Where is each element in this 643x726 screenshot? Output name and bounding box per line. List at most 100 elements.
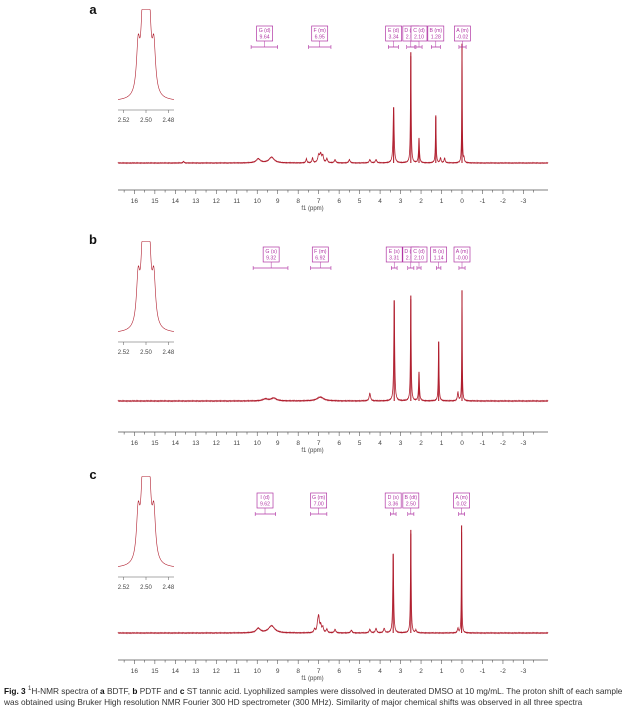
tick-label-c-6: 6 xyxy=(337,668,341,675)
annotation-value-b-0: 9.32 xyxy=(266,256,276,262)
x-axis-title-c: f1 (ppm) xyxy=(301,676,323,682)
tick-label-a-5: 5 xyxy=(358,198,362,205)
inset-spectrum-c xyxy=(117,476,175,567)
tick-label-c-2: 2 xyxy=(419,668,423,675)
inset-tick-label-b-1: 2.50 xyxy=(140,350,152,356)
panel-label-b: b xyxy=(89,232,97,247)
annotation-label-c-4: A (m) xyxy=(455,495,468,501)
tick-label-a-2: 2 xyxy=(419,198,423,205)
tick-label-b-9: 9 xyxy=(276,440,280,447)
tick-label-a-3: 3 xyxy=(399,198,403,205)
tick-label-a-0: 0 xyxy=(460,198,464,205)
inset-spectrum-b xyxy=(117,241,175,332)
tick-label-c-16: 16 xyxy=(131,668,139,675)
tick-label-b-13: 13 xyxy=(192,440,200,447)
inset-tick-label-a-0: 2.52 xyxy=(118,118,130,124)
tick-label-b--3: -3 xyxy=(521,440,527,447)
annotation-value-b-4: 2.10 xyxy=(414,256,424,262)
tick-label-a-8: 8 xyxy=(296,198,300,205)
tick-label-a-10: 10 xyxy=(254,198,262,205)
annotation-label-a-1: F (m) xyxy=(313,28,326,34)
caption-b: b xyxy=(132,686,138,696)
tick-label-b-10: 10 xyxy=(254,440,262,447)
tick-label-b-15: 15 xyxy=(151,440,159,447)
tick-label-a-13: 13 xyxy=(192,198,200,205)
annotation-value-b-5: 1.14 xyxy=(434,256,444,262)
annotation-label-c-3: B (dt) xyxy=(404,495,417,501)
tick-label-c-1: 1 xyxy=(440,668,444,675)
annotation-label-c-0: I (d) xyxy=(260,495,269,501)
caption-text-1: H-NMR spectra of xyxy=(31,686,101,696)
tick-label-c--2: -2 xyxy=(500,668,506,675)
annotation-label-b-1: F (m) xyxy=(314,249,327,255)
tick-label-a-15: 15 xyxy=(151,198,159,205)
annotation-value-a-6: -0.02 xyxy=(456,35,468,41)
annotation-value-c-0: 9.62 xyxy=(260,502,270,508)
tick-label-b--2: -2 xyxy=(500,440,506,447)
inset-tick-label-c-1: 2.50 xyxy=(140,585,152,591)
tick-label-c-3: 3 xyxy=(399,668,403,675)
annotation-value-b-6: -0.00 xyxy=(456,256,468,262)
figure-caption: Fig. 3 1H-NMR spectra of a BDTF, b PDTF … xyxy=(4,686,636,708)
tick-label-b-8: 8 xyxy=(296,440,300,447)
annotation-value-c-2: 3.36 xyxy=(388,502,398,508)
tick-label-c-10: 10 xyxy=(254,668,262,675)
annotation-value-a-4: 2.10 xyxy=(414,35,424,41)
tick-label-a-14: 14 xyxy=(172,198,180,205)
annotation-value-b-1: 6.92 xyxy=(315,256,325,262)
tick-label-c-14: 14 xyxy=(172,668,180,675)
inset-tick-label-c-0: 2.52 xyxy=(118,585,130,591)
annotation-label-b-6: A (m) xyxy=(456,249,469,255)
tick-label-b-2: 2 xyxy=(419,440,423,447)
panel-label-c: c xyxy=(89,467,96,482)
tick-label-c-4: 4 xyxy=(378,668,382,675)
caption-label: Fig. 3 xyxy=(4,686,26,696)
tick-label-c-13: 13 xyxy=(192,668,200,675)
tick-label-b-12: 12 xyxy=(213,440,221,447)
tick-label-b-3: 3 xyxy=(399,440,403,447)
x-axis-title-b: f1 (ppm) xyxy=(301,448,323,454)
inset-spectrum-a xyxy=(117,9,175,100)
tick-label-c-11: 11 xyxy=(233,668,240,675)
tick-label-a-12: 12 xyxy=(213,198,221,205)
inset-tick-label-a-1: 2.50 xyxy=(140,118,152,124)
caption-a: a xyxy=(100,686,105,696)
tick-label-c-12: 12 xyxy=(213,668,221,675)
annotation-label-a-4: C (d) xyxy=(413,28,425,34)
tick-label-a-1: 1 xyxy=(440,198,444,205)
annotation-value-a-0: 9.64 xyxy=(260,35,270,41)
annotation-value-c-1: 7.00 xyxy=(314,502,324,508)
annotation-value-c-3: 2.50 xyxy=(406,502,416,508)
inset-tick-label-c-2: 2.48 xyxy=(163,585,175,591)
panel-label-a: a xyxy=(89,2,97,17)
tick-label-b-4: 4 xyxy=(378,440,382,447)
tick-label-b-14: 14 xyxy=(172,440,180,447)
tick-label-b-6: 6 xyxy=(337,440,341,447)
annotation-value-b-2: 3.31 xyxy=(389,256,399,262)
inset-tick-label-a-2: 2.48 xyxy=(163,118,175,124)
annotation-label-b-2: E (s) xyxy=(389,249,400,255)
tick-label-c-8: 8 xyxy=(296,668,300,675)
annotation-value-a-1: 6.95 xyxy=(315,35,325,41)
spectrum-line-a xyxy=(117,43,549,165)
x-axis-title-a: f1 (ppm) xyxy=(301,206,323,212)
inset-tick-label-b-0: 2.52 xyxy=(118,350,130,356)
tick-label-b-16: 16 xyxy=(131,440,139,447)
tick-label-a-6: 6 xyxy=(337,198,341,205)
tick-label-a--2: -2 xyxy=(500,198,506,205)
caption-c: c xyxy=(179,686,185,696)
tick-label-b-5: 5 xyxy=(358,440,362,447)
caption-text-2: BDTF, xyxy=(104,686,133,696)
spectrum-line-b xyxy=(117,290,549,403)
tick-label-c-15: 15 xyxy=(151,668,159,675)
caption-text-4: ST tannic acid. Lyophilized samples were… xyxy=(4,686,623,707)
annotation-value-a-2: 3.34 xyxy=(389,35,399,41)
tick-label-c-5: 5 xyxy=(358,668,362,675)
caption-text-3: PDTF and xyxy=(137,686,180,696)
tick-label-b-11: 11 xyxy=(233,440,240,447)
tick-label-a-11: 11 xyxy=(233,198,240,205)
tick-label-a-9: 9 xyxy=(276,198,280,205)
inset-tick-label-b-2: 2.48 xyxy=(163,350,175,356)
tick-label-b-1: 1 xyxy=(440,440,444,447)
tick-label-c--3: -3 xyxy=(521,668,527,675)
